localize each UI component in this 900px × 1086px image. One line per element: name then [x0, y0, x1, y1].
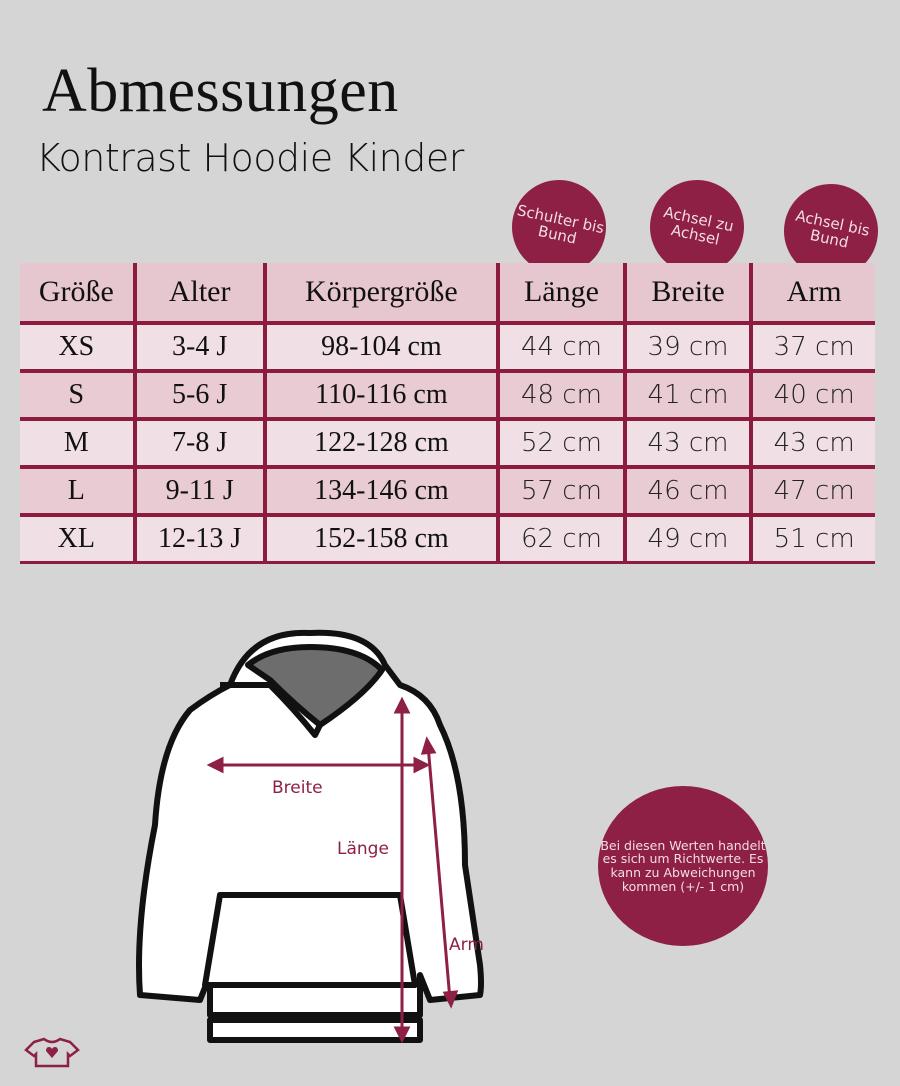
- table-cell: L: [20, 465, 137, 517]
- table-cell: S: [20, 369, 137, 421]
- label-arm: Arm: [449, 935, 484, 955]
- table-cell: 134-146 cm: [262, 465, 501, 517]
- table-cell: 122-128 cm: [262, 417, 501, 469]
- table-cell: 62 cm: [496, 513, 627, 564]
- table-cell: 39 cm: [622, 321, 754, 373]
- table-row: L 9-11 J 134-146 cm 57 cm 46 cm 47 cm: [20, 465, 875, 517]
- table-cell: 52 cm: [496, 417, 627, 469]
- table-cell: 98-104 cm: [262, 321, 501, 373]
- table-cell: XS: [20, 321, 137, 373]
- table-cell: 49 cm: [622, 513, 754, 564]
- column-header: Körpergröße: [262, 263, 501, 325]
- table-cell: 3-4 J: [132, 321, 267, 373]
- table-cell: 37 cm: [749, 321, 875, 373]
- column-header: Alter: [132, 263, 267, 325]
- table-cell: 9-11 J: [132, 465, 267, 517]
- table-cell: 5-6 J: [132, 369, 267, 421]
- hoodie-illustration: [136, 629, 484, 1044]
- table-cell: 40 cm: [749, 369, 875, 421]
- shirt-heart-logo-icon: [24, 1037, 80, 1068]
- table-cell: 51 cm: [749, 513, 875, 564]
- table-cell: 48 cm: [496, 369, 627, 421]
- label-breite: Breite: [272, 778, 323, 798]
- page-title: Abmessungen: [42, 57, 399, 125]
- table-cell: 12-13 J: [132, 513, 267, 564]
- size-table: Größe Alter Körpergröße Länge Breite Arm XS 3-…: [20, 263, 875, 564]
- column-header: Länge: [496, 263, 627, 325]
- table-cell: 7-8 J: [132, 417, 267, 469]
- column-header: Arm: [749, 263, 875, 325]
- table-cell: 57 cm: [496, 465, 627, 517]
- table-cell: XL: [20, 513, 137, 564]
- column-header: Breite: [622, 263, 754, 325]
- table-cell: 43 cm: [622, 417, 754, 469]
- table-cell: M: [20, 417, 137, 469]
- table-row: XS 3-4 J 98-104 cm 44 cm 39 cm 37 cm: [20, 321, 875, 373]
- page-subtitle: Kontrast Hoodie Kinder: [36, 136, 464, 180]
- hoodie-icon: [136, 629, 484, 1043]
- table-row: M 7-8 J 122-128 cm 52 cm 43 cm 43 cm: [20, 417, 875, 469]
- table-header-row: Größe Alter Körpergröße Länge Breite Arm: [20, 263, 875, 325]
- note-badge: Bei diesen Werten handelt es sich um Ric…: [598, 786, 768, 946]
- table-cell: 47 cm: [749, 465, 875, 517]
- table-row: S 5-6 J 110-116 cm 48 cm 41 cm 40 cm: [20, 369, 875, 421]
- table-row: XL 12-13 J 152-158 cm 62 cm 49 cm 51 cm: [20, 513, 875, 564]
- table-cell: 46 cm: [622, 465, 754, 517]
- table-cell: 152-158 cm: [262, 513, 501, 564]
- table-cell: 110-116 cm: [262, 369, 501, 421]
- table-cell: 43 cm: [749, 417, 875, 469]
- label-laenge: Länge: [337, 839, 389, 859]
- table-cell: 44 cm: [496, 321, 627, 373]
- table-cell: 41 cm: [622, 369, 754, 421]
- column-header: Größe: [20, 263, 137, 325]
